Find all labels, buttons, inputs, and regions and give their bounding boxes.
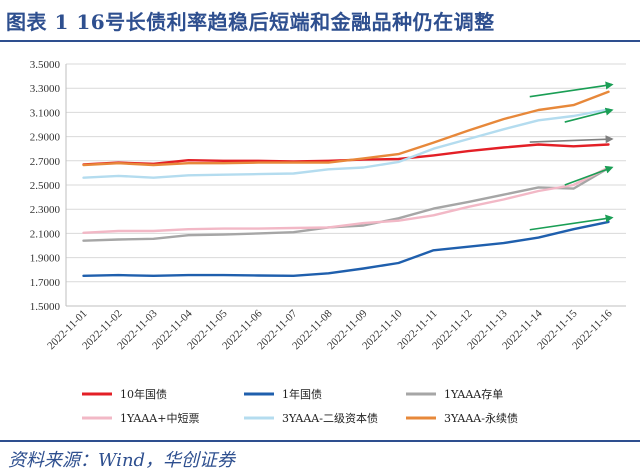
chart-title: 图表 1 16号长债利率趋稳后短端和金融品种仍在调整 — [6, 10, 495, 34]
y-tick-label: 1.9000 — [30, 253, 61, 265]
legend-item: 1年国债 — [244, 387, 322, 401]
y-tick-label: 2.5000 — [30, 180, 61, 192]
y-tick-label: 2.1000 — [30, 228, 61, 240]
series-line-4 — [82, 166, 610, 235]
title-bar: 图表 1 16号长债利率趋稳后短端和金融品种仍在调整 — [0, 0, 640, 42]
trend-arrow-1 — [529, 81, 614, 98]
series-line-6 — [82, 90, 610, 167]
legend-label: 10年国债 — [120, 387, 167, 401]
source-bar: 资料来源：Wind，华创证券 — [0, 440, 640, 473]
legend-item: 1YAAA+中短票 — [82, 411, 199, 425]
trend-arrow-5 — [529, 214, 614, 231]
legend-item: 3YAAA-永续债 — [406, 411, 518, 425]
legend-label: 1YAAA存单 — [444, 387, 503, 401]
legend: 10年国债 1年国债 1YAAA存单 1YAAA+中短票 3YAAA-二级资本债 3YAA… — [82, 387, 518, 425]
y-tick-label: 2.3000 — [30, 204, 61, 216]
trend-arrows — [529, 81, 614, 231]
series-lines — [82, 90, 610, 278]
legend-item: 3YAAA-二级资本债 — [244, 411, 378, 425]
gridlines — [66, 63, 626, 307]
legend-item: 1YAAA存单 — [406, 387, 503, 401]
trend-arrow-3 — [529, 135, 614, 144]
legend-label: 3YAAA-永续债 — [444, 411, 518, 425]
legend-label: 3YAAA-二级资本债 — [282, 411, 378, 425]
series-line-5 — [82, 108, 610, 179]
legend-item: 10年国债 — [82, 387, 167, 401]
y-tick-label: 1.5000 — [30, 301, 61, 313]
y-tick-label: 1.7000 — [30, 277, 61, 289]
x-axis: 2022-11-012022-11-022022-11-032022-11-04… — [45, 305, 626, 352]
trend-arrow-2 — [564, 107, 614, 123]
line-chart: 1.5000 1.7000 1.9000 2.1000 2.3000 2.5000 2.70… — [30, 59, 626, 425]
trend-arrow-4 — [564, 165, 614, 186]
legend-label: 1年国债 — [282, 387, 322, 401]
y-tick-label: 3.3000 — [30, 83, 61, 95]
y-tick-label: 3.1000 — [30, 107, 61, 119]
legend-label: 1YAAA+中短票 — [120, 411, 199, 425]
y-axis: 1.5000 1.7000 1.9000 2.1000 2.3000 2.5000 2.70… — [30, 59, 67, 313]
y-tick-label: 3.5000 — [30, 59, 61, 71]
y-tick-label: 2.7000 — [30, 156, 61, 168]
y-tick-label: 2.9000 — [30, 132, 61, 144]
series-line-2 — [82, 220, 610, 278]
source-note: 资料来源：Wind，华创证券 — [8, 450, 236, 471]
